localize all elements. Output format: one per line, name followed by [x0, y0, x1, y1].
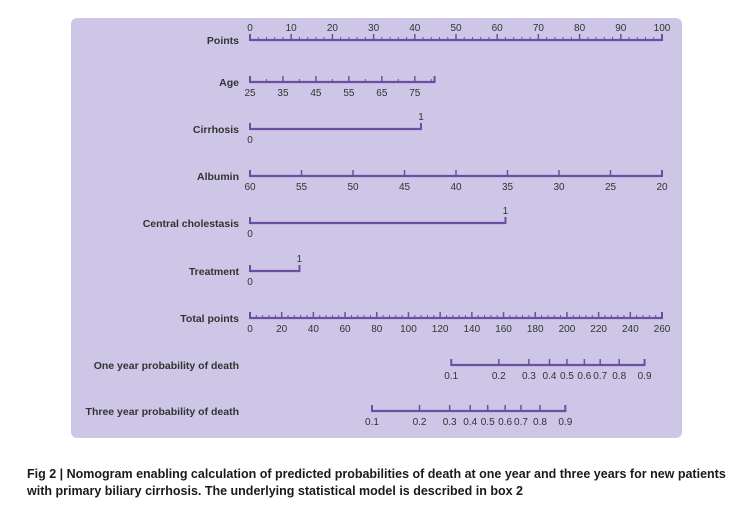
tick-label-age-2: 45 [310, 88, 322, 99]
tick-label-age-4: 65 [376, 88, 388, 99]
tick-label-age-3: 55 [343, 88, 355, 99]
tick-label-points-6: 60 [492, 23, 504, 34]
tick-label-albumin-7: 25 [605, 182, 617, 193]
tick-label-total_points-11: 220 [590, 324, 607, 335]
tick-label-one_year-8: 0.9 [638, 371, 652, 382]
tick-label-one_year-2: 0.3 [522, 371, 536, 382]
tick-label-three_year-5: 0.6 [498, 417, 512, 428]
tick-label-points-4: 40 [409, 23, 421, 34]
tick-label-three_year-3: 0.4 [463, 417, 477, 428]
tick-label-albumin-4: 40 [450, 182, 462, 193]
tick-label-three_year-0: 0.1 [365, 417, 379, 428]
tick-label-points-10: 100 [654, 23, 671, 34]
tick-label-three_year-4: 0.5 [481, 417, 495, 428]
tick-label-total_points-9: 180 [527, 324, 544, 335]
tick-label-points-9: 90 [615, 23, 627, 34]
tick-label-three_year-1: 0.2 [413, 417, 427, 428]
tick-label-total_points-4: 80 [371, 324, 383, 335]
figure-caption: Fig 2 | Nomogram enabling calculation of… [27, 466, 727, 500]
tick-label-albumin-1: 55 [296, 182, 308, 193]
caption-line-1: Fig 2 | Nomogram enabling calculation of… [27, 467, 726, 481]
tick-label-albumin-8: 20 [656, 182, 668, 193]
tick-label-total_points-7: 140 [464, 324, 481, 335]
tick-label-total_points-0: 0 [247, 324, 253, 335]
tick-label-treatment-0: 0 [247, 277, 253, 288]
row-label-points: Points [207, 35, 239, 47]
tick-label-age-0: 25 [244, 88, 256, 99]
tick-label-total_points-13: 260 [654, 324, 671, 335]
tick-label-points-8: 80 [574, 23, 586, 34]
tick-label-points-3: 30 [368, 23, 380, 34]
nomogram-panel: Points 0 10 20 30 40 50 60 70 80 90 100 Age 25 35 45 55 6… [71, 18, 682, 438]
row-label-age: Age [219, 77, 239, 89]
tick-label-cirrhosis-1: 1 [418, 112, 424, 123]
tick-label-total_points-8: 160 [495, 324, 512, 335]
row-label-total_points: Total points [180, 313, 239, 325]
tick-label-total_points-1: 20 [276, 324, 288, 335]
tick-label-albumin-5: 35 [502, 182, 514, 193]
tick-label-age-5: 75 [409, 88, 421, 99]
tick-label-three_year-6: 0.7 [514, 417, 528, 428]
tick-label-cirrhosis-0: 0 [247, 135, 253, 146]
tick-label-points-1: 10 [286, 23, 298, 34]
row-label-treatment: Treatment [189, 266, 240, 278]
tick-label-points-5: 50 [450, 23, 462, 34]
tick-label-total_points-2: 40 [308, 324, 320, 335]
tick-label-points-0: 0 [247, 23, 253, 34]
tick-label-one_year-5: 0.6 [577, 371, 591, 382]
row-label-albumin: Albumin [197, 171, 239, 183]
tick-label-one_year-1: 0.2 [492, 371, 506, 382]
tick-label-one_year-4: 0.5 [560, 371, 574, 382]
caption-line-2: with primary biliary cirrhosis. The unde… [27, 484, 523, 498]
tick-label-one_year-6: 0.7 [593, 371, 607, 382]
tick-label-three_year-7: 0.8 [533, 417, 547, 428]
tick-label-three_year-2: 0.3 [443, 417, 457, 428]
row-label-central_cholestasis: Central cholestasis [143, 218, 239, 230]
tick-label-albumin-6: 30 [553, 182, 565, 193]
tick-label-three_year-8: 0.9 [558, 417, 572, 428]
tick-label-one_year-0: 0.1 [444, 371, 458, 382]
tick-label-one_year-3: 0.4 [543, 371, 557, 382]
tick-label-one_year-7: 0.8 [612, 371, 626, 382]
row-label-one_year: One year probability of death [94, 360, 239, 372]
tick-label-treatment-1: 1 [297, 254, 303, 265]
tick-label-albumin-0: 60 [244, 182, 256, 193]
tick-label-albumin-2: 50 [347, 182, 359, 193]
tick-label-total_points-3: 60 [340, 324, 352, 335]
tick-label-central_cholestasis-1: 1 [503, 206, 509, 217]
row-label-cirrhosis: Cirrhosis [193, 124, 239, 136]
tick-label-total_points-5: 100 [400, 324, 417, 335]
tick-label-albumin-3: 45 [399, 182, 411, 193]
row-label-three_year: Three year probability of death [86, 406, 239, 418]
tick-label-total_points-10: 200 [559, 324, 576, 335]
tick-label-central_cholestasis-0: 0 [247, 229, 253, 240]
tick-label-total_points-6: 120 [432, 324, 449, 335]
tick-label-points-2: 20 [327, 23, 339, 34]
tick-label-age-1: 35 [277, 88, 289, 99]
tick-label-points-7: 70 [533, 23, 545, 34]
tick-label-total_points-12: 240 [622, 324, 639, 335]
